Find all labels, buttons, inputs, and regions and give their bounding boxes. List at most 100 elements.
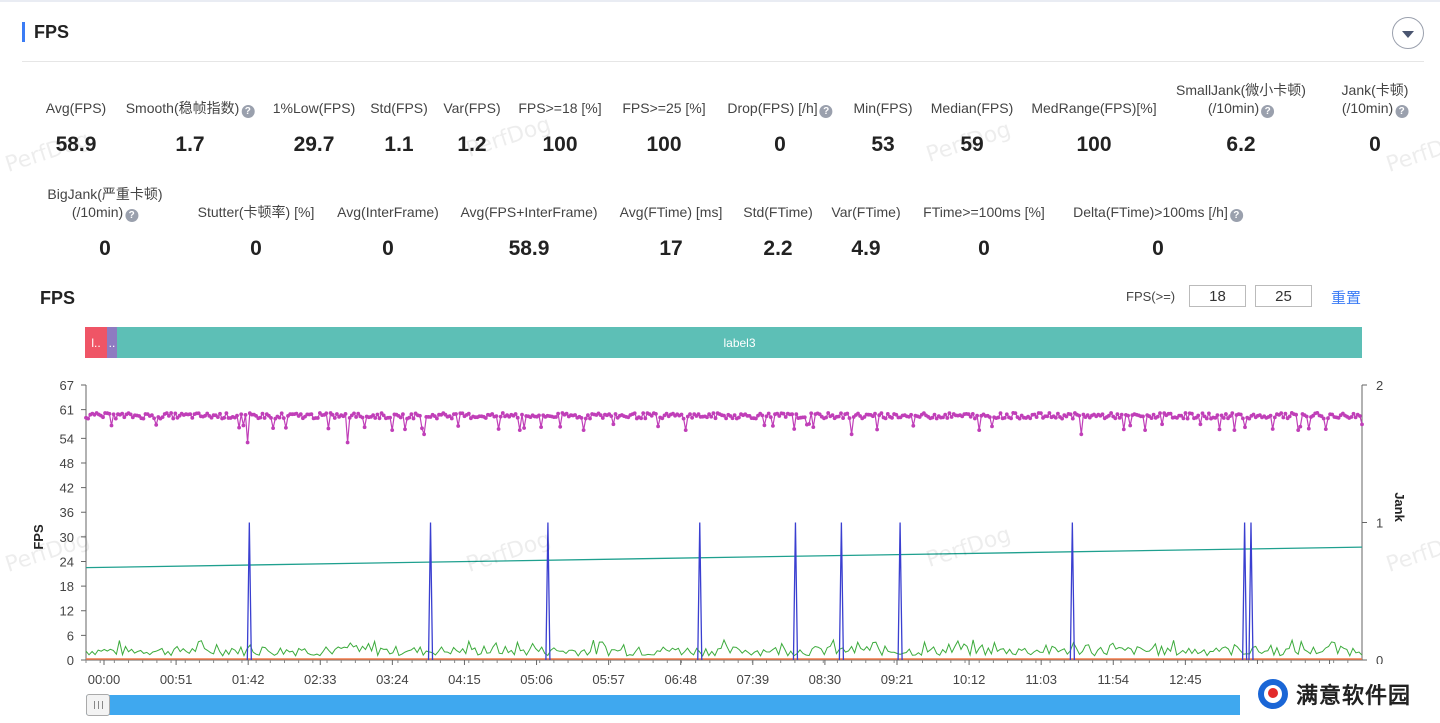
fps-point (875, 427, 879, 432)
fps-point (613, 412, 618, 416)
y2-axis-title: Jank (1392, 492, 1407, 522)
fps-point (1009, 416, 1013, 421)
metric-metrics_row2-5: Std(FTime) 2.2 (743, 203, 812, 260)
fps-point (539, 425, 543, 429)
fps-point (683, 428, 688, 432)
fps-point (990, 424, 994, 429)
fps-point (1113, 416, 1118, 421)
fps-point (600, 416, 605, 420)
fps-point (1298, 424, 1303, 429)
metric-metrics_row1-4: Var(FPS) 1.2 (443, 99, 500, 156)
fps-point (422, 432, 426, 437)
timeline-slider-handle[interactable] (86, 694, 110, 716)
fps-point (1217, 427, 1222, 432)
fps-point (407, 415, 412, 420)
fps-point (237, 425, 242, 430)
fps-point (260, 411, 265, 416)
fps-point (849, 432, 854, 437)
fps-threshold-input-1[interactable] (1189, 285, 1246, 307)
fps-point (1326, 416, 1330, 421)
fps-point (1279, 411, 1284, 415)
fps-point (588, 416, 592, 421)
help-icon[interactable]: ? (1395, 105, 1409, 118)
fps-point (245, 440, 250, 445)
chart-title: FPS (40, 288, 76, 308)
fps-point (222, 415, 227, 420)
fps-point (335, 412, 339, 416)
metric-value: 58.9 (55, 133, 97, 156)
metric-metrics_row1-3: Std(FPS) 1.1 (370, 99, 428, 156)
title-accent-bar (22, 22, 25, 42)
fps-point (1077, 413, 1082, 418)
fps-point (660, 416, 665, 421)
reset-link[interactable]: 重置 (1331, 290, 1362, 307)
fps-point (375, 412, 380, 417)
fps-point (515, 415, 520, 420)
fps-threshold-input-2[interactable] (1255, 285, 1312, 307)
fps-point (1070, 416, 1075, 421)
fps-point (579, 416, 584, 420)
fps-point (1315, 411, 1320, 415)
fps-point (705, 415, 709, 420)
fps-point (639, 416, 643, 421)
help-icon[interactable]: ? (1261, 105, 1275, 118)
jank-spike (697, 522, 703, 661)
fps-point (643, 416, 648, 421)
metric-label: Avg(FPS+InterFrame) (460, 204, 598, 220)
metric-label: Median(FPS) (930, 100, 1014, 116)
y-tick-label: 54 (60, 431, 74, 446)
fps-point (456, 424, 461, 428)
metric-label: Stutter(卡顿率) [%] (197, 204, 315, 220)
metric-label-text: Delta(FTime)>100ms [/h] (1073, 204, 1228, 220)
fps-point (790, 412, 794, 417)
fps-point (760, 413, 765, 418)
timeline-slider-track[interactable] (86, 695, 1362, 715)
fps-point (1155, 414, 1160, 419)
fps-point (284, 425, 288, 430)
metric-label-line2: (/10min)? (1176, 99, 1306, 118)
x-tick-label: 08:30 (809, 672, 842, 687)
fps-point (632, 411, 637, 416)
help-icon[interactable]: ? (1229, 209, 1243, 222)
fps-point (388, 415, 392, 420)
fps-point (968, 414, 973, 419)
label-segment-1[interactable]: l.. (85, 327, 107, 358)
fps-point (1232, 428, 1237, 432)
fps-point (343, 412, 348, 416)
fps-point (941, 415, 945, 420)
metric-label: MedRange(FPS)[%] (1031, 100, 1157, 116)
fps-point (641, 411, 646, 415)
fps-point (1321, 416, 1326, 421)
fps-point (498, 414, 503, 419)
fps-point (398, 415, 403, 420)
metric-value: 1.7 (175, 133, 205, 156)
fps-point (1013, 411, 1018, 416)
help-icon[interactable]: ? (241, 105, 255, 118)
fps-point (1032, 412, 1037, 417)
fps-point (1160, 422, 1164, 427)
metric-label: FPS>=18 [%] (518, 100, 602, 116)
fps-point (862, 415, 867, 419)
help-icon[interactable]: ? (125, 209, 139, 222)
label-segment-3[interactable]: label3 (117, 327, 1362, 358)
fps-point (128, 412, 133, 417)
metric-label: Avg(InterFrame) (337, 204, 439, 220)
label-segment-2[interactable]: .. (107, 327, 117, 358)
jank-spike (1069, 522, 1075, 661)
fps-point (1270, 427, 1275, 431)
fps-point (709, 414, 714, 419)
x-tick-label: 11:54 (1097, 672, 1129, 687)
metric-value: 6.2 (1226, 133, 1256, 156)
collapse-button[interactable] (1392, 17, 1424, 49)
help-icon[interactable]: ? (819, 105, 833, 118)
fps-point (196, 411, 201, 416)
fps-point (970, 412, 975, 416)
fps-point (1060, 416, 1064, 421)
fps-point (188, 412, 193, 417)
fps-point (556, 411, 560, 416)
fps-point (496, 427, 501, 431)
fps-point (330, 413, 335, 417)
metric-label: Drop(FPS) [/h]? (727, 99, 833, 118)
fps-point (845, 411, 850, 416)
fps-point (1002, 416, 1007, 420)
